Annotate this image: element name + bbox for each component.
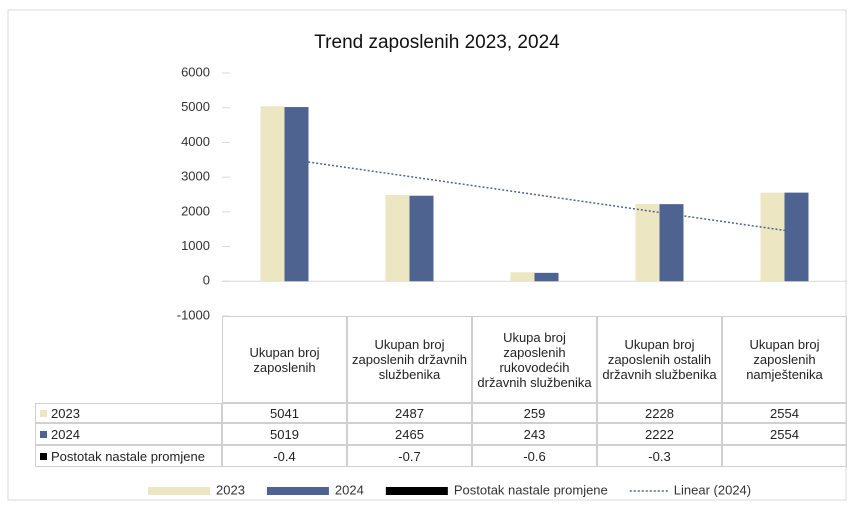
legend-key	[40, 452, 47, 460]
table-cell: 2554	[722, 403, 847, 423]
bar	[409, 195, 434, 282]
table-header-cell: Ukupan broj zaposlenih državnih službeni…	[347, 316, 472, 403]
y-tick-label: -1000	[177, 307, 210, 322]
table-header-cell: Ukupa broj zaposlenih rukovodećih državn…	[472, 316, 597, 403]
bar	[635, 203, 660, 282]
legend-swatch	[385, 487, 448, 495]
table-header-cell: Ukupan broj zaposlenih	[222, 316, 347, 403]
series-name: 2023	[51, 405, 80, 421]
y-tick-label: 0	[203, 273, 210, 288]
table-cell: -0.3	[597, 445, 722, 467]
y-tick-label: 1000	[181, 238, 210, 253]
y-tick-label: 4000	[181, 134, 210, 149]
table-cell: 2228	[597, 403, 722, 423]
table-cell: 5041	[222, 403, 347, 423]
y-tick-label: 3000	[181, 169, 210, 184]
legend-label: 2024	[335, 482, 364, 497]
table-cell: -0.6	[472, 445, 597, 467]
table-cell	[722, 445, 847, 467]
chart-title: Trend zaposlenih 2023, 2024	[314, 32, 560, 53]
y-tick-label: 6000	[181, 64, 210, 79]
legend-swatch	[266, 487, 329, 495]
table-row-header: 2024	[35, 423, 222, 445]
legend-label: Postotak nastale promjene	[454, 482, 608, 497]
series-name: Postotak nastale promjene	[51, 448, 205, 464]
table-row-header: 2023	[35, 403, 222, 423]
table-cell: 2465	[347, 423, 472, 445]
table-cell: 2487	[347, 403, 472, 423]
table-cell: 2222	[597, 423, 722, 445]
bar	[784, 192, 809, 282]
bar	[284, 107, 309, 282]
legend-key	[40, 409, 47, 417]
y-tick-label: 5000	[181, 99, 210, 114]
bar	[260, 106, 285, 282]
table-cell: 5019	[222, 423, 347, 445]
table-cell: -0.4	[222, 445, 347, 467]
table-cell: 243	[472, 423, 597, 445]
table-cell: -0.7	[347, 445, 472, 467]
bar	[659, 204, 684, 282]
bar	[510, 272, 535, 282]
bar	[385, 194, 410, 282]
table-cell: 2554	[722, 423, 847, 445]
table-cell: 259	[472, 403, 597, 423]
legend-key	[40, 430, 47, 438]
table-row-header: Postotak nastale promjene	[35, 445, 222, 467]
legend-label: 2023	[216, 482, 245, 497]
table-header-cell: Ukupan broj zaposlenih ostalih državnih …	[597, 316, 722, 403]
legend-label: Linear (2024)	[674, 482, 751, 497]
bar	[534, 272, 559, 282]
y-tick-label: 2000	[181, 203, 210, 218]
bar	[760, 192, 785, 282]
legend-swatch	[148, 487, 210, 495]
table-header-cell: Ukupan broj zaposlenih namještenika	[722, 316, 847, 403]
series-name: 2024	[51, 426, 80, 442]
trendline	[284, 157, 785, 232]
